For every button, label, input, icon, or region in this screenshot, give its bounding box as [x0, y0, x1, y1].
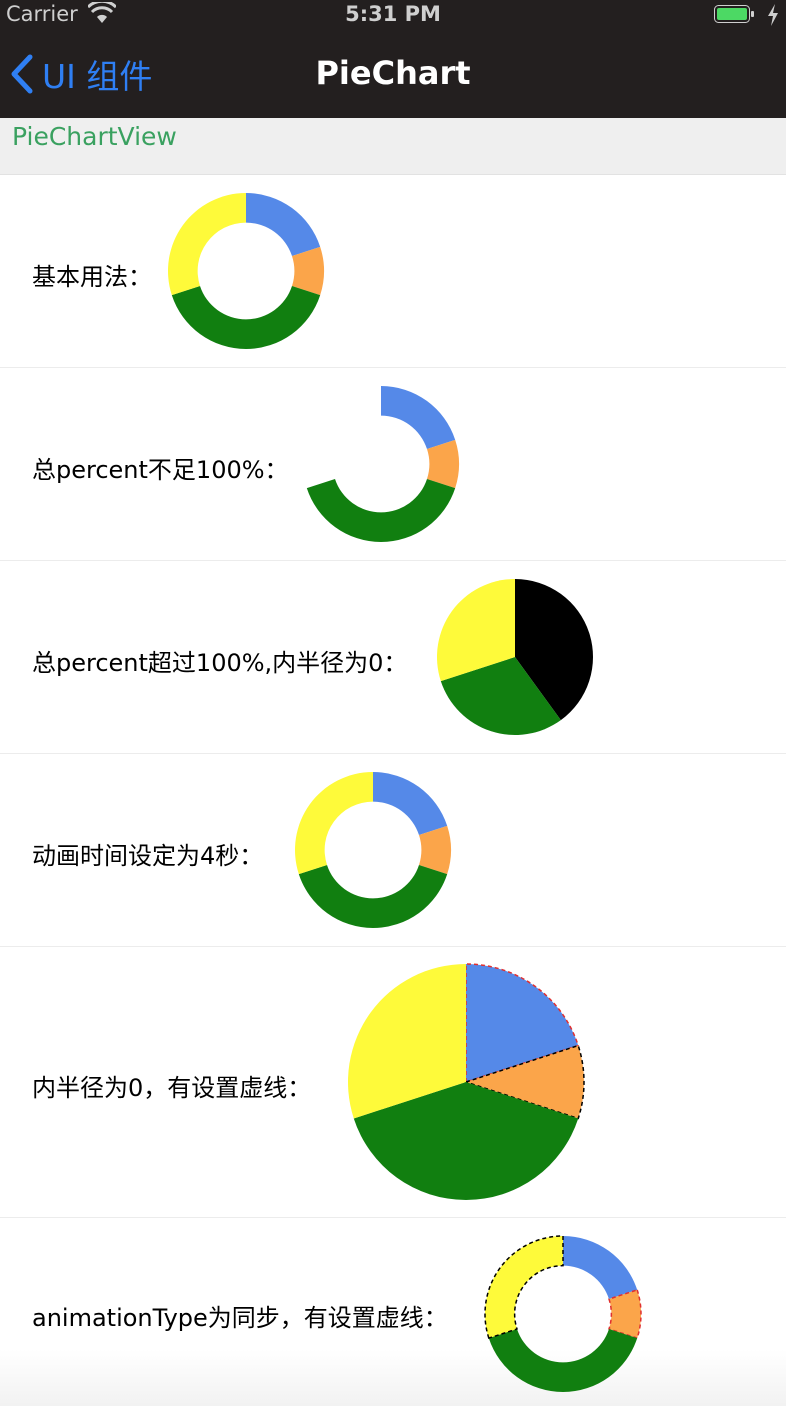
page-title: PieChart — [315, 54, 471, 92]
pie-chart-sync-dashed — [484, 1235, 642, 1392]
pie-slice-3 — [485, 1236, 563, 1339]
pie-slice-2 — [306, 478, 456, 542]
pie-chart-dashed — [348, 963, 585, 1200]
pie-chart-under-100 — [306, 386, 459, 542]
row-basic-usage: 基本用法： — [0, 175, 786, 368]
row-percent-over-100: 总percent超过100%,内半径为0： — [0, 561, 786, 754]
back-button-label: UI 组件 — [42, 57, 153, 96]
pie-slice-3 — [168, 193, 246, 296]
row-sync-animation-dashed: animationType为同步，有设置虚线： — [0, 1218, 786, 1406]
pie-slice-1 — [291, 246, 324, 296]
row-animation-4s: 动画时间设定为4秒： — [0, 754, 786, 947]
row-percent-under-100: 总percent不足100%： — [0, 368, 786, 561]
pie-slice-dash-outline-1 — [608, 1288, 642, 1340]
pie-slice-2 — [488, 1328, 638, 1392]
pie-slice-1 — [608, 1289, 641, 1339]
pie-slice-0 — [381, 386, 456, 450]
row-label: 内半径为0，有设置虚线： — [32, 1074, 312, 1102]
status-bar: Carrier 5:31 PM — [0, 0, 786, 30]
pie-slice-0 — [515, 579, 593, 721]
pie-slice-0 — [373, 772, 448, 836]
pie-slice-dash-outline-1 — [463, 1044, 585, 1120]
pie-chart-animation — [295, 772, 451, 928]
pie-slice-1 — [440, 657, 561, 735]
chevron-left-icon — [11, 54, 33, 94]
pie-chart-over-100 — [437, 579, 593, 735]
charging-icon — [768, 4, 778, 26]
pie-slice-0 — [563, 1236, 638, 1300]
row-label: animationType为同步，有设置虚线： — [32, 1304, 448, 1332]
row-label: 动画时间设定为4秒： — [32, 842, 264, 870]
carrier-label: Carrier — [6, 2, 78, 26]
pie-slice-0 — [246, 193, 321, 257]
row-dashed-solid-pie: 内半径为0，有设置虚线： — [0, 947, 786, 1218]
pie-slice-2 — [298, 864, 448, 928]
wifi-icon — [88, 2, 116, 23]
section-header: PieChartView — [0, 118, 786, 175]
section-title: PieChartView — [12, 122, 177, 151]
status-time: 5:31 PM — [345, 2, 441, 26]
row-label: 总percent不足100%： — [32, 456, 289, 484]
back-button[interactable]: UI 组件 — [8, 50, 152, 98]
pie-slice-3 — [348, 964, 466, 1119]
pie-chart-basic — [168, 193, 324, 349]
battery-icon — [714, 5, 754, 23]
row-label: 总percent超过100%,内半径为0： — [32, 649, 408, 677]
row-label: 基本用法： — [32, 263, 152, 291]
pie-slice-2 — [353, 1082, 579, 1200]
pie-slice-dash-outline-0 — [465, 963, 580, 1084]
pie-slice-1 — [426, 439, 459, 489]
pie-slice-0 — [466, 964, 579, 1082]
pie-slice-1 — [418, 825, 451, 875]
pie-slice-1 — [466, 1045, 584, 1119]
pie-slice-3 — [295, 772, 373, 875]
pie-slice-2 — [171, 285, 321, 349]
pie-slice-2 — [437, 579, 515, 682]
pie-slice-dash-outline-3 — [484, 1235, 564, 1340]
navigation-bar: UI 组件 PieChart — [0, 30, 786, 119]
